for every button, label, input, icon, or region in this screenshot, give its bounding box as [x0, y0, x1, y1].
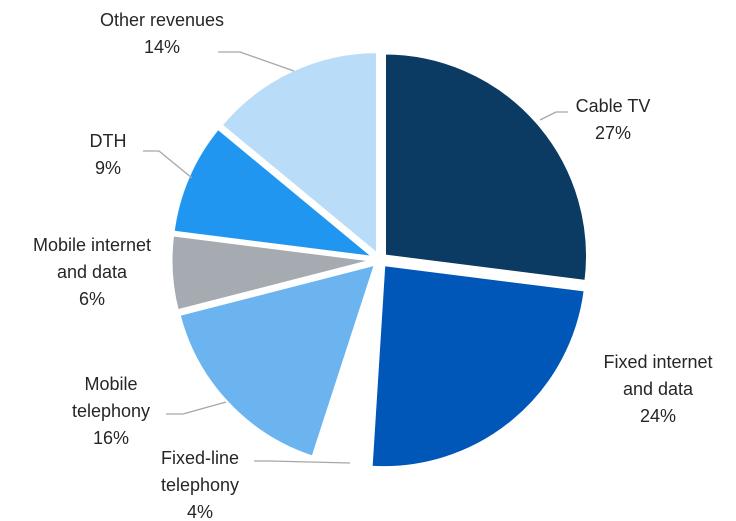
slice-label-5: Mobile internet and data 6%: [33, 235, 151, 309]
slice-percent: 9%: [95, 158, 121, 178]
slice-percent: 4%: [187, 502, 213, 521]
pie-slice-2: [369, 262, 587, 470]
slice-percent: 14%: [144, 37, 180, 57]
pie-slice-3: [314, 265, 381, 471]
slice-label-1: Cable TV 27%: [576, 96, 651, 143]
slice-percent: 24%: [640, 406, 676, 426]
pie-slices: [169, 50, 589, 471]
slice-label-6: DTH 9%: [90, 131, 127, 178]
pie-slice-6: [171, 126, 380, 260]
leader-lines: [143, 51, 568, 464]
slice-label-2: Fixed internet and data 24%: [603, 352, 712, 426]
pie-slice-4: [177, 261, 378, 460]
slice-name-line: Fixed-line: [161, 448, 239, 468]
leader-line-1: [539, 111, 568, 121]
slice-name-line: and data: [57, 262, 128, 282]
pie-slice-1: [383, 51, 589, 284]
slice-name-line: and data: [623, 379, 694, 399]
leader-line-4: [166, 401, 227, 415]
slice-name-line: Mobile internet: [33, 235, 151, 255]
leader-line-7: [218, 51, 295, 72]
slice-name-line: telephony: [161, 475, 239, 495]
slice-name-line: Other revenues: [100, 10, 224, 30]
leader-line-6: [143, 150, 193, 179]
slice-label-4: Mobile telephony 16%: [72, 374, 150, 448]
slice-label-3: Fixed-line telephony 4%: [161, 448, 239, 521]
slice-percent: 6%: [79, 289, 105, 309]
slice-name-line: Mobile: [84, 374, 137, 394]
slice-name-line: DTH: [90, 131, 127, 151]
slice-name-line: telephony: [72, 401, 150, 421]
pie-slice-5: [169, 233, 375, 313]
slice-name-line: Cable TV: [576, 96, 651, 116]
slice-label-7: Other revenues 14%: [100, 10, 224, 57]
slice-name-line: Fixed internet: [603, 352, 712, 372]
leader-line-3: [254, 460, 351, 464]
slice-percent: 16%: [93, 428, 129, 448]
slice-percent: 27%: [595, 123, 631, 143]
slice-labels: Cable TV 27%Fixed internet and data 24%Fixe…: [33, 10, 713, 521]
pie-slice-7: [218, 50, 379, 258]
